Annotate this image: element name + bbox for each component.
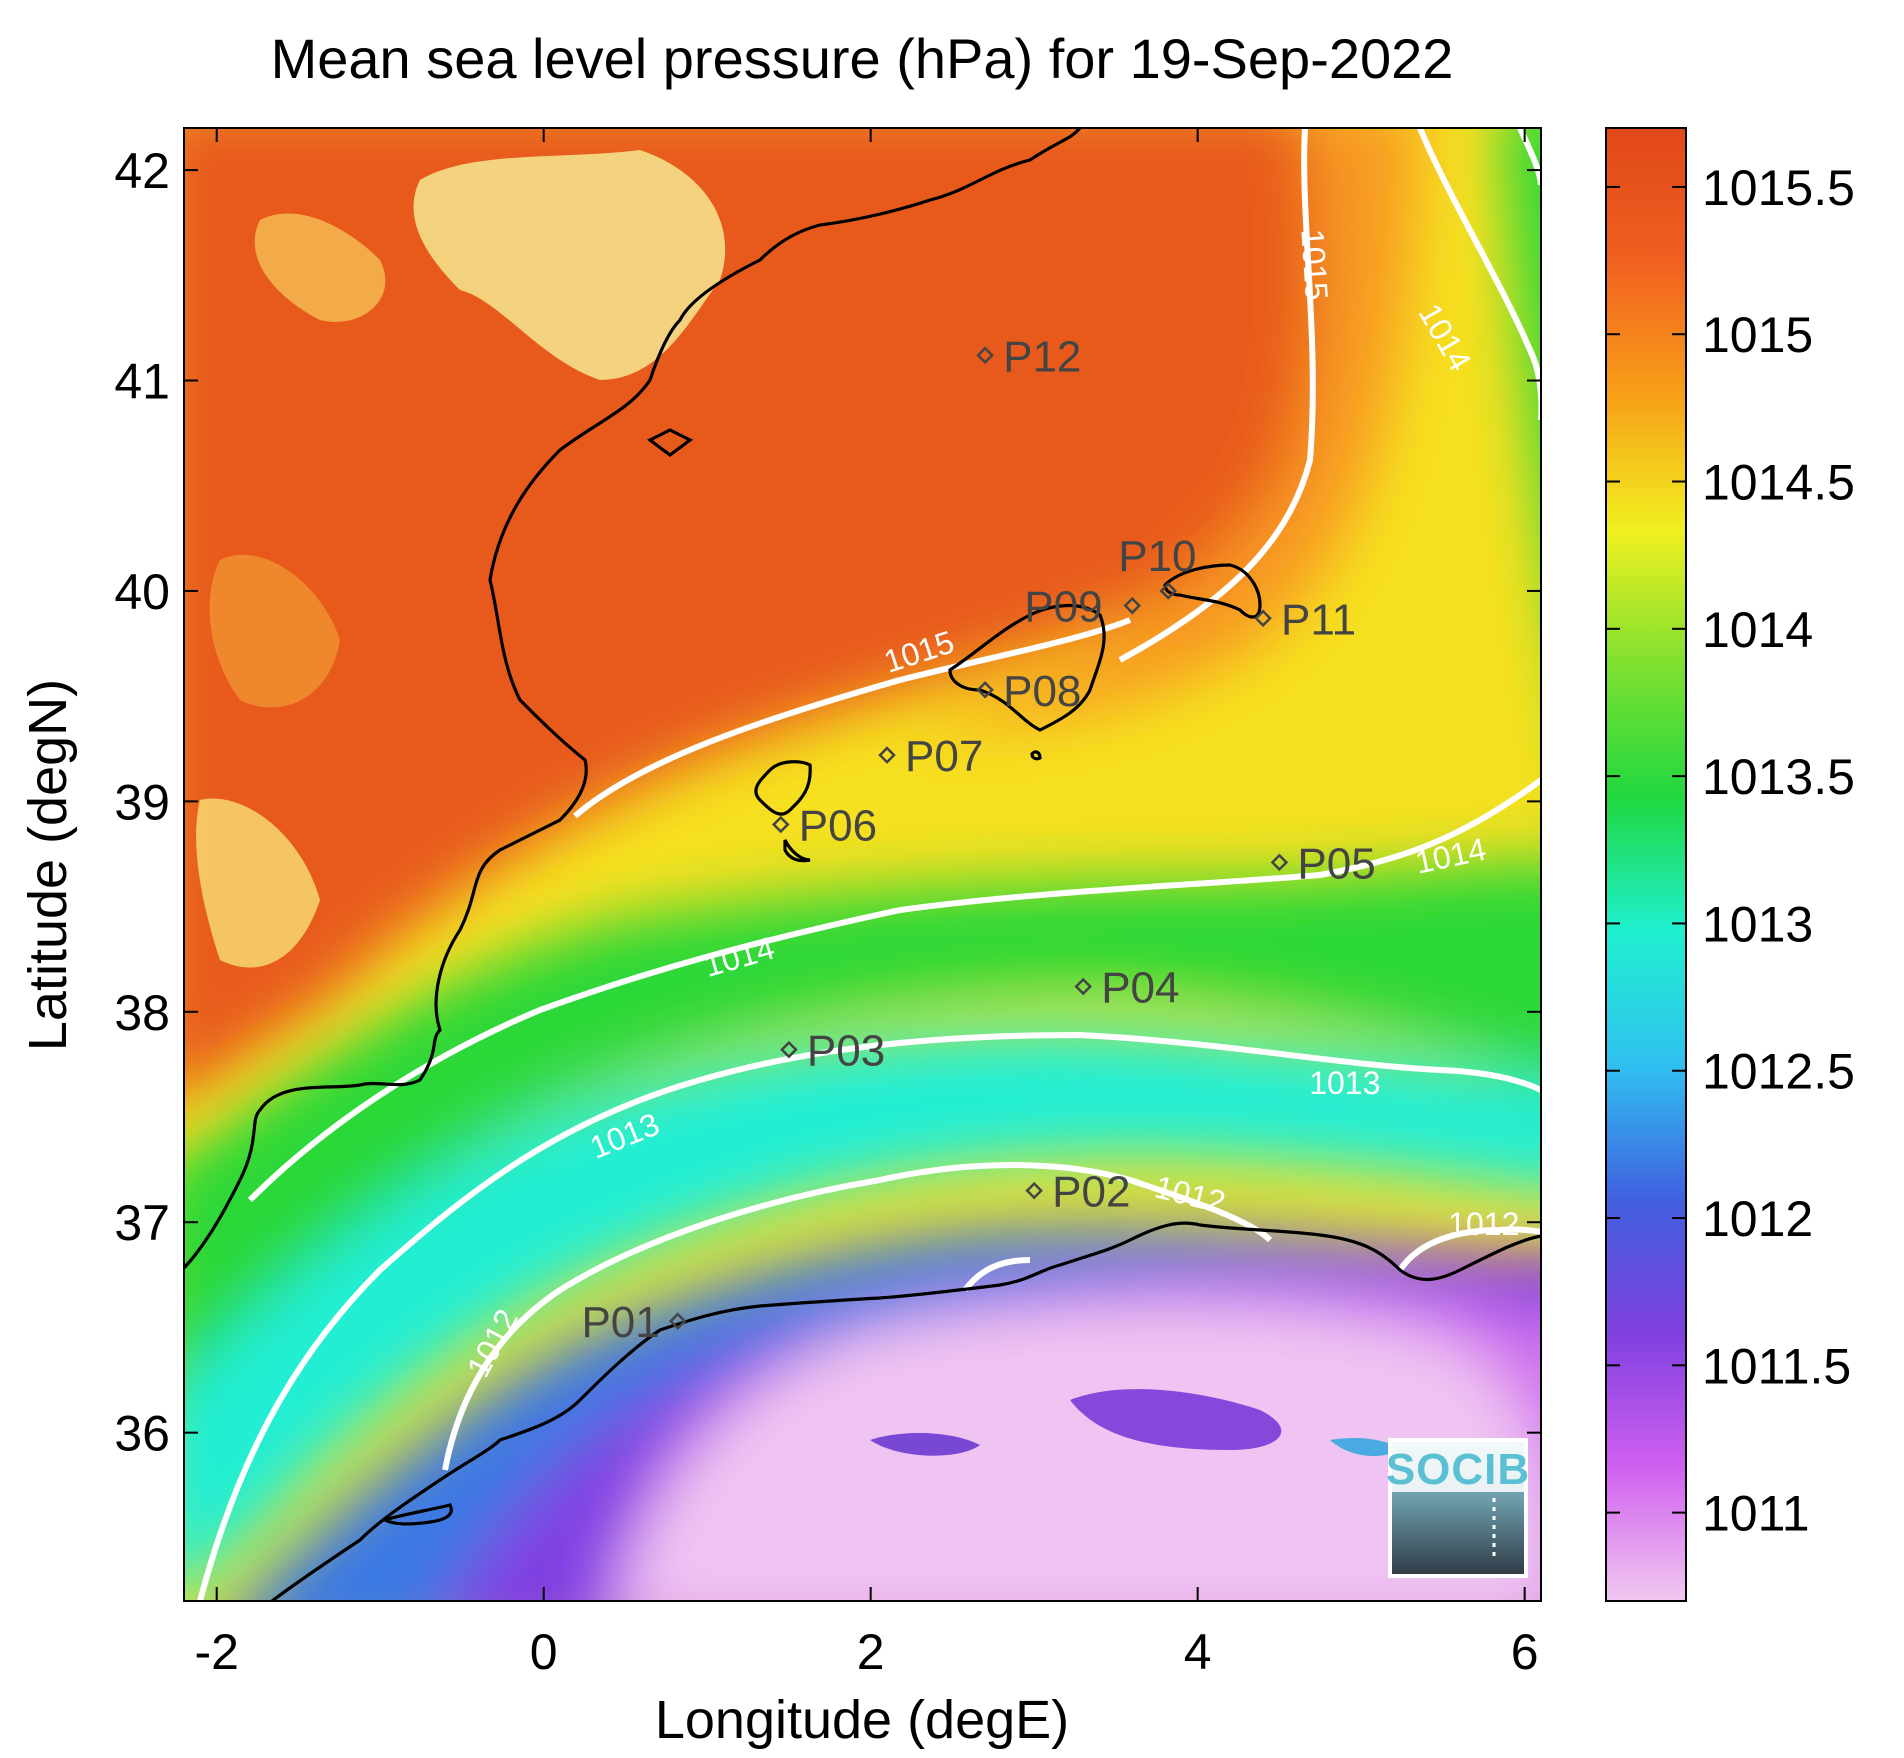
station-marker <box>976 346 994 365</box>
colorbar-tick-label: 1013 <box>1702 896 1813 952</box>
colorbar-tick-label: 1015 <box>1702 307 1813 363</box>
colorbar-tick-label: 1012 <box>1702 1191 1813 1247</box>
station-p01: P01 <box>581 1298 687 1347</box>
station-p12: P12 <box>976 332 1081 381</box>
coastlines <box>184 128 1541 1601</box>
station-label: P02 <box>1052 1168 1130 1217</box>
x-axis-label: Longitude (degE) <box>655 1690 1069 1750</box>
station-marker <box>976 681 994 699</box>
colorbar-gradient <box>1605 127 1687 1602</box>
plot-frame <box>183 127 1542 1602</box>
chart-title: Mean sea level pressure (hPa) for 19-Sep… <box>271 27 1454 90</box>
station-label: P04 <box>1101 964 1179 1013</box>
y-tick-label: 36 <box>114 1406 170 1462</box>
colorbar-tick-label: 1011 <box>1702 1486 1810 1542</box>
ebro-delta <box>646 428 694 457</box>
colorbar-tick-label: 1015.5 <box>1702 160 1855 216</box>
station-label: P05 <box>1297 839 1375 888</box>
x-axis-ticks: -2 0 2 4 6 <box>194 128 1539 1680</box>
station-p09: P09 <box>1024 583 1142 632</box>
station-marker <box>1025 1181 1043 1200</box>
colorbar-ticks: 1011 1011.5 1012 1012.5 1013 1013.5 1014 1014.5… <box>1606 160 1855 1542</box>
station-markers: P01 P02 P03 P04 P05 P06 P07 P08 P09 P10 P11 P12 <box>581 332 1375 1347</box>
station-p08: P08 <box>976 667 1081 716</box>
station-p11: P11 <box>1254 595 1356 644</box>
isobar-label: 1015 <box>1294 228 1335 302</box>
station-label: P09 <box>1024 583 1102 632</box>
colorbar-tick-label: 1014 <box>1702 602 1813 658</box>
colorbar-tick-label: 1011.5 <box>1702 1338 1851 1394</box>
y-tick-label: 41 <box>114 354 170 410</box>
isobar-1014-north <box>1417 128 1541 420</box>
isobar-label: 1013 <box>1309 1065 1380 1101</box>
isobar-label: 1012 <box>1448 1206 1519 1242</box>
terrain-highlands <box>196 150 726 968</box>
iberia-coastline <box>184 128 1082 1270</box>
ibiza-coast <box>754 760 812 816</box>
station-p05: P05 <box>1270 839 1376 888</box>
y-tick-label: 42 <box>114 143 170 199</box>
mallorca-coast <box>948 603 1106 732</box>
map-plot-area: 1015101510141014101410131013101210121012… <box>184 128 1541 1601</box>
x-tick-label: 0 <box>530 1624 558 1680</box>
colorbar: 1011 1011.5 1012 1012.5 1013 1013.5 1014 1014.5… <box>1605 127 1855 1602</box>
y-tick-label: 38 <box>114 985 170 1041</box>
station-p02: P02 <box>1025 1168 1130 1217</box>
alboran-island <box>380 1503 453 1526</box>
isobar-1012 <box>442 1162 1273 1471</box>
station-marker <box>878 746 896 764</box>
station-label: P06 <box>799 802 877 851</box>
station-p03: P03 <box>780 1027 885 1076</box>
colorbar-tick-label: 1012.5 <box>1702 1044 1855 1100</box>
station-p04: P04 <box>1074 964 1180 1013</box>
colorbar-tick-label: 1013.5 <box>1702 749 1855 805</box>
station-marker <box>1123 596 1142 615</box>
isobar-contours <box>197 128 1541 1601</box>
formentera-coast <box>783 839 811 863</box>
station-marker <box>1254 609 1272 628</box>
station-label: P01 <box>581 1298 659 1347</box>
station-label: P10 <box>1118 532 1196 581</box>
north-africa-low-patches <box>870 1389 1400 1456</box>
y-tick-label: 40 <box>114 564 170 620</box>
x-tick-label: -2 <box>194 1624 238 1680</box>
x-tick-label: 2 <box>857 1624 885 1680</box>
y-tick-label: 39 <box>114 774 170 830</box>
y-tick-label: 37 <box>114 1195 170 1251</box>
station-p10: P10 <box>1118 532 1197 600</box>
isobar-1012-africa <box>962 1257 1031 1292</box>
station-marker <box>780 1040 798 1059</box>
station-marker <box>1270 853 1289 872</box>
station-marker <box>771 815 790 834</box>
station-label: P11 <box>1281 595 1356 644</box>
cabrera-coast <box>1030 750 1042 761</box>
station-label: P08 <box>1003 667 1081 716</box>
logo-text: SOCIB <box>1386 1445 1530 1494</box>
y-axis-label: Latitude (degN) <box>18 679 78 1051</box>
station-p07: P07 <box>878 732 983 781</box>
north-africa-coastline <box>271 1221 1541 1601</box>
station-marker <box>1159 582 1177 600</box>
station-p06: P06 <box>771 802 877 851</box>
socib-logo: SOCIB <box>1386 1438 1530 1578</box>
y-axis-ticks: 36 37 38 39 40 41 42 <box>114 143 1541 1462</box>
isobar-1015-west <box>573 617 1132 819</box>
colorbar-tick-label: 1014.5 <box>1702 455 1855 511</box>
x-tick-label: 6 <box>1511 1624 1539 1680</box>
station-label: P07 <box>905 732 983 781</box>
station-label: P03 <box>807 1027 885 1076</box>
isobar-1014 <box>247 777 1541 1203</box>
station-marker <box>668 1312 687 1330</box>
pressure-field <box>184 128 1541 1601</box>
x-tick-label: 4 <box>1184 1624 1212 1680</box>
isobar-1013 <box>197 1031 1541 1601</box>
station-marker <box>1074 977 1092 996</box>
isobar-1012-east <box>1397 1226 1541 1272</box>
station-label: P12 <box>1003 332 1081 381</box>
menorca-coast <box>1163 563 1262 619</box>
